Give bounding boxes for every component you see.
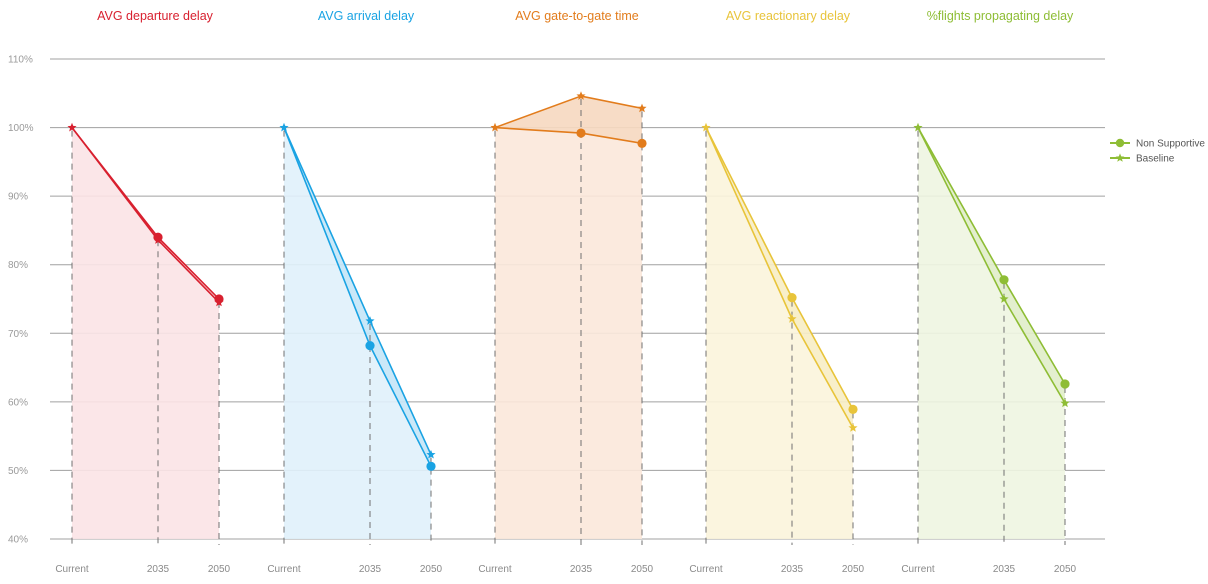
panel-title: AVG reactionary delay — [726, 9, 851, 23]
x-tick-label: 2050 — [1054, 564, 1077, 575]
panel-avg-reactionary-delay: Current 2035 2050 AVG reactionary delay — [689, 9, 864, 575]
panel-avg-departure-delay: Current 2035 2050 AVG departure delay — [55, 9, 230, 575]
area-fill — [918, 127, 1065, 539]
legend-star-icon — [1115, 153, 1125, 162]
x-tick-label: Current — [901, 564, 935, 575]
panel-flights-propagating-delay: Current 2035 2050 %flights propagating dela… — [901, 9, 1076, 575]
non-supportive-point — [848, 404, 858, 414]
non-supportive-point — [153, 232, 163, 242]
legend-item-non-supportive: Non Supportive — [1110, 139, 1205, 150]
x-tick-label: 2050 — [208, 564, 231, 575]
baseline-point — [67, 122, 77, 132]
x-tick-label: Current — [478, 564, 512, 575]
legend-label: Non Supportive — [1136, 139, 1205, 150]
panel-title: AVG departure delay — [97, 9, 214, 23]
area-fill — [72, 127, 219, 539]
baseline-point — [787, 314, 797, 323]
y-tick-label: 40% — [8, 535, 28, 546]
legend-circle-icon — [1115, 138, 1125, 148]
y-tick-label: 100% — [8, 123, 34, 134]
x-tick-label: Current — [689, 564, 723, 575]
non-supportive-point — [214, 294, 224, 304]
non-supportive-point — [576, 128, 586, 138]
y-tick-label: 70% — [8, 329, 28, 340]
baseline-point — [999, 294, 1009, 303]
baseline-point — [1060, 398, 1070, 408]
non-supportive-point — [1060, 379, 1070, 389]
series-band — [284, 127, 431, 467]
y-tick-label: 80% — [8, 260, 28, 271]
y-tick-label: 110% — [8, 55, 33, 66]
baseline-point — [426, 449, 436, 459]
x-tick-label: 2050 — [420, 564, 443, 575]
x-tick-label: 2050 — [631, 564, 654, 575]
panel-title: AVG gate-to-gate time — [515, 9, 638, 23]
legend: Non Supportive Baseline — [1110, 139, 1205, 165]
baseline-point — [576, 91, 586, 100]
panel-avg-arrival-delay: Current 2035 2050 AVG arrival delay — [267, 9, 442, 575]
y-tick-label: 90% — [8, 192, 28, 203]
area-fill — [706, 127, 853, 539]
x-tick-label: 2035 — [570, 564, 593, 575]
baseline-point — [490, 122, 500, 132]
baseline-point — [913, 122, 923, 132]
area-fill — [284, 127, 431, 539]
baseline-point — [848, 423, 858, 432]
x-tick-label: 2035 — [147, 564, 170, 575]
series-band — [495, 96, 642, 144]
non-supportive-point — [999, 275, 1009, 285]
x-tick-label: 2035 — [359, 564, 382, 575]
y-tick-label: 50% — [8, 466, 28, 477]
x-tick-label: Current — [267, 564, 301, 575]
series-band — [918, 127, 1065, 404]
baseline-point — [279, 122, 289, 132]
area-fill — [495, 96, 642, 539]
non-supportive-point — [426, 461, 436, 471]
panel-title: AVG arrival delay — [318, 9, 415, 23]
y-tick-label: 60% — [8, 397, 28, 408]
panel-avg-gate-to-gate-time: Current 2035 2050 AVG gate-to-gate time — [478, 9, 653, 575]
x-tick-label: Current — [55, 564, 89, 575]
baseline-point — [637, 103, 647, 113]
baseline-point — [365, 316, 375, 325]
x-tick-label: 2035 — [781, 564, 804, 575]
legend-label: Baseline — [1136, 154, 1175, 165]
series-band — [706, 127, 853, 428]
baseline-point — [701, 122, 711, 132]
non-supportive-point — [365, 341, 375, 351]
non-supportive-point — [637, 138, 647, 148]
panel-title: %flights propagating delay — [927, 9, 1074, 23]
non-supportive-point — [787, 293, 797, 303]
x-tick-label: 2035 — [993, 564, 1016, 575]
x-tick-label: 2050 — [842, 564, 865, 575]
legend-item-baseline: Baseline — [1110, 153, 1175, 165]
